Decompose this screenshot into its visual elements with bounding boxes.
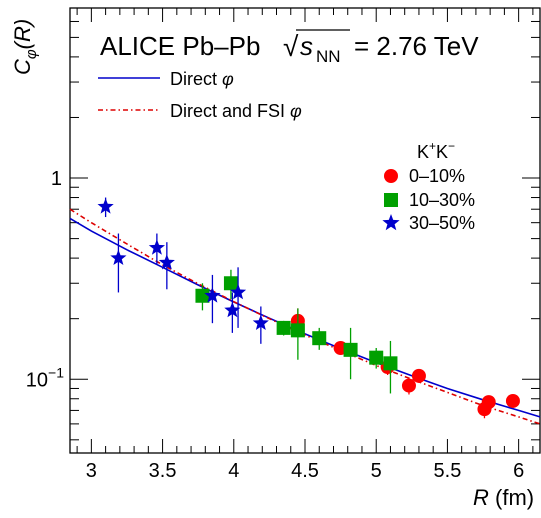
- energy-value: = 2.76 TeV: [354, 31, 479, 61]
- data-point-30-50: [204, 287, 221, 303]
- y-tick-label: 1: [51, 168, 62, 190]
- energy-subscript: NN: [316, 47, 341, 66]
- legend-marker-circle: [384, 169, 398, 183]
- data-points: [97, 197, 520, 419]
- data-point-30-50: [97, 198, 114, 214]
- x-tick-label: 4: [228, 460, 239, 482]
- legend-marker-square: [384, 193, 398, 207]
- energy-label: √ s NN = 2.76 TeV: [283, 29, 479, 66]
- x-tick-label: 5: [371, 460, 382, 482]
- data-point-10-30: [383, 356, 398, 371]
- data-point-10-30: [312, 331, 327, 346]
- data-point-0-10: [411, 368, 426, 383]
- curve-legend: Direct φ Direct and FSI φ: [98, 69, 302, 121]
- legend-label-direct: Direct φ: [170, 69, 234, 89]
- y-axis-label: Cφ(R): [10, 19, 40, 75]
- x-tick-label: 6: [513, 460, 524, 482]
- data-point-10-30: [223, 276, 238, 291]
- energy-symbol: s: [300, 31, 313, 61]
- data-point-30-50: [230, 284, 247, 300]
- legend-title: K+K−: [417, 139, 455, 162]
- data-point-30-50: [110, 249, 127, 265]
- data-point-10-30: [290, 323, 305, 338]
- data-point-10-30: [276, 320, 291, 335]
- data-point-0-10: [401, 378, 416, 393]
- x-tick-label: 5.5: [434, 460, 462, 482]
- chart-title: ALICE Pb–Pb: [100, 31, 260, 61]
- x-tick-label: 3.5: [149, 460, 177, 482]
- curve-direct-fsi: [69, 208, 541, 425]
- axis-ticks: 3 3.5 4 4.5 5 5.5 6 1 10−1: [26, 7, 540, 482]
- legend-label-30-50: 30–50%: [409, 213, 475, 233]
- data-point-0-10: [505, 393, 520, 408]
- legend-label-10-30: 10–30%: [409, 190, 475, 210]
- model-curves: [69, 208, 541, 425]
- sqrt-sign: √: [283, 31, 299, 62]
- data-point-0-10: [481, 395, 496, 410]
- legend-marker-star: [382, 214, 400, 231]
- x-tick-label: 4.5: [291, 460, 319, 482]
- x-axis-label: R (fm): [473, 485, 534, 510]
- data-point-30-50: [224, 301, 241, 318]
- curve-direct: [69, 217, 541, 418]
- data-point-30-50: [252, 314, 269, 330]
- data-point-10-30: [195, 288, 210, 303]
- y-tick-label: 10−1: [26, 364, 64, 391]
- legend-label-0-10: 0–10%: [409, 166, 465, 186]
- legend-label-fsi: Direct and FSI φ: [170, 101, 302, 121]
- x-tick-label: 3: [86, 460, 97, 482]
- data-point-10-30: [343, 342, 358, 357]
- data-point-10-30: [369, 350, 384, 365]
- data-point-30-50: [158, 254, 175, 270]
- data-point-30-50: [148, 239, 165, 255]
- data-legend: K+K− 0–10% 10–30% 30–50%: [382, 139, 475, 233]
